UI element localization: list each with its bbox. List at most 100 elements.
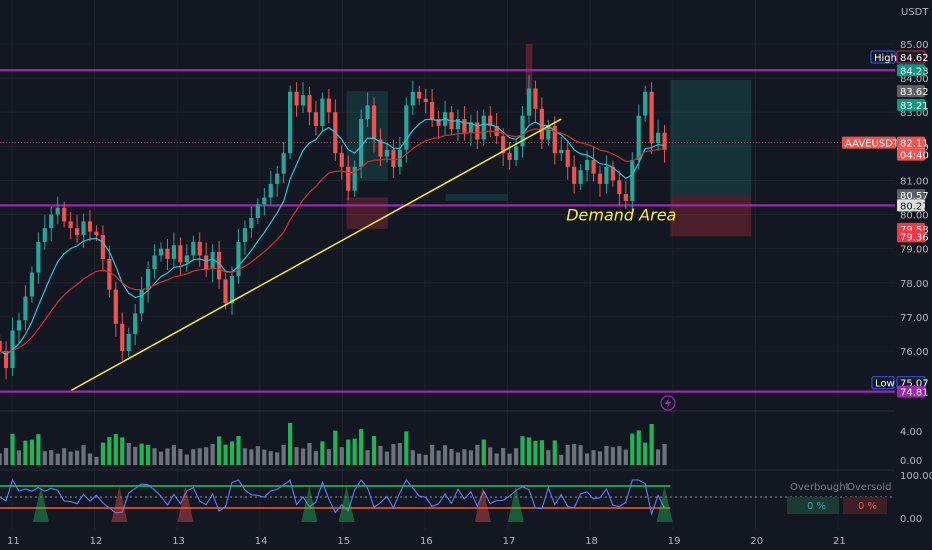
volume-bar [552,440,557,465]
price-tick-label: 76.00 [900,347,929,358]
price-tag: AAVEUSDT.P [842,136,907,150]
volume-bar [145,444,151,465]
volume-bar [520,436,525,465]
volume-bar [507,453,512,465]
signal-wedge [32,486,49,522]
volume-bar [623,449,628,465]
price-tag: 79.36 [897,230,929,243]
oversold-value: 0 % [858,501,877,512]
candle-body [300,95,306,106]
candle-body [520,115,525,147]
volume-pane [0,423,667,465]
volume-bar [430,445,435,465]
volume-bar [307,443,312,465]
volume-bar [191,449,196,465]
candle-body [113,289,118,324]
candle-body [36,241,41,273]
candle-body [339,153,344,167]
price-tag-bg [897,99,925,112]
price-tag-label: AAVEUSDT.P [845,139,907,150]
volume-bar [462,449,467,465]
price-tag-bg [897,148,925,161]
volume-bar [249,449,254,465]
oversold-label: Oversold [847,482,892,493]
signal-wedge [507,486,524,522]
signal-wedge [338,486,355,522]
candle-body [643,91,648,116]
volume-bar [184,454,189,465]
volume-bar [365,450,370,465]
volume-bar [488,447,493,465]
price-tag: 84.23 [897,64,929,77]
volume-bar [584,453,590,465]
volume-bar [133,446,138,465]
volume-bar [572,444,577,465]
price-tag-label: 04:40 [900,151,929,162]
volume-bar [326,449,331,465]
volume-bar [23,440,28,465]
candle-body [488,115,493,126]
candle-body [145,269,151,290]
candle-body [565,149,570,167]
volume-bar [42,451,47,465]
volume-bar [410,450,415,465]
horizontal-levels [0,69,895,393]
candle-body [55,207,60,215]
volume-bar [165,448,170,465]
candle-body [255,204,260,218]
volume-bar [262,449,267,465]
price-tag-bg [897,64,925,77]
overbought-value: 0 % [807,501,826,512]
candle-body [275,173,280,184]
price-tag: 82.11 [897,136,929,150]
volume-bar [494,453,499,465]
candle-body [617,180,622,195]
candle-body [126,333,131,351]
candle-body [165,248,170,259]
price-tag-label: 84.23 [900,66,929,77]
candle-body [197,241,202,256]
volume-bar [281,444,286,465]
oversold-box [843,497,887,514]
time-tick-label: 13 [172,536,185,547]
candle-body [371,105,377,140]
price-tag: Low [871,376,895,390]
volume-bar [384,451,390,465]
candle-body [384,149,390,157]
candle-body [365,105,370,120]
candle-body [100,235,105,259]
volume-tick-label: 0.00 [900,456,922,467]
candle-body [423,98,428,102]
candle-body [139,289,144,314]
candle-body [120,323,125,351]
volume-bar [526,437,532,465]
volume-bar [539,440,544,465]
candle-body [184,255,189,263]
price-tag-bg [897,85,925,98]
candle-body [171,245,177,259]
price-tag-label: 74.81 [900,388,929,399]
candle-body [68,221,73,229]
candle-body [204,255,209,270]
volume-bar [255,446,260,465]
candle-body [404,105,409,150]
oscillator-tick-label: 0.00 [900,514,922,525]
candle-body [636,115,641,160]
candle-body [591,159,596,174]
price-tag-label: 79.36 [900,232,929,243]
price-tag-bg [870,50,896,64]
candle-body [533,88,538,109]
candle-body [223,279,228,304]
candle-body [662,132,667,150]
candle-body [217,252,222,280]
candle-body [468,122,473,133]
volume-bar [597,451,603,465]
volume-bar [533,440,538,465]
lightning-icon[interactable] [660,395,676,411]
volume-bar [178,449,183,465]
volume-bar [107,437,112,465]
volume-bar [630,433,635,465]
price-tick-label: 80.00 [900,211,929,222]
candle-body [359,119,364,167]
